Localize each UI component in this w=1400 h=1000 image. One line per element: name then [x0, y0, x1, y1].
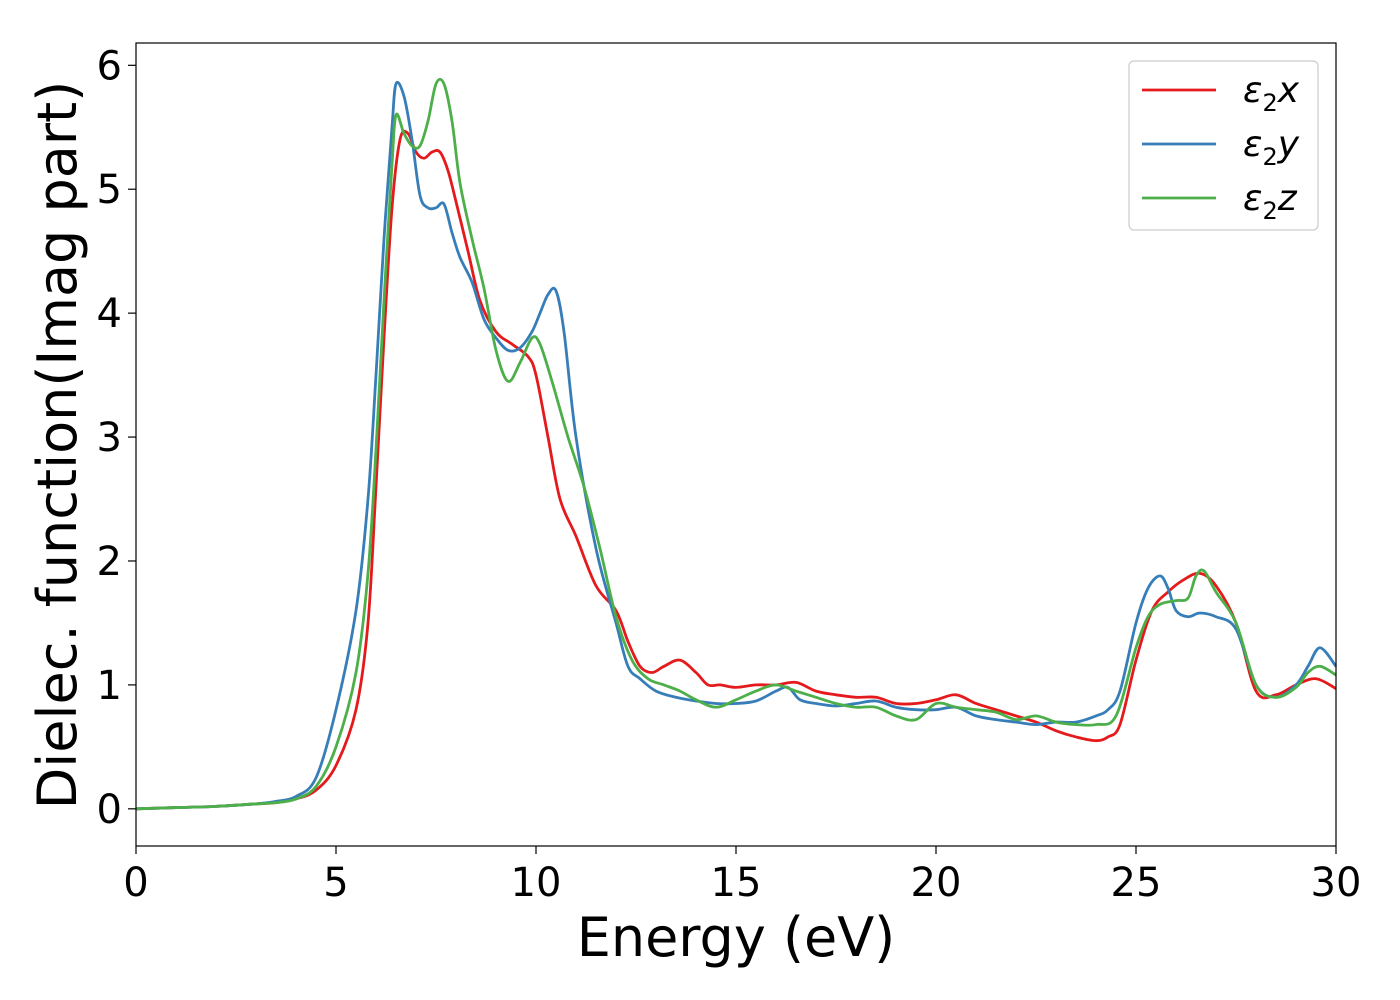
- legend-label: ε2z: [1243, 178, 1298, 225]
- x-axis-ticks: 0 5 10 15 20 25 30: [123, 846, 1361, 906]
- legend-box: [1128, 60, 1319, 231]
- y-tick-label: 6: [97, 43, 122, 89]
- x-tick-label: 30: [1311, 860, 1362, 906]
- y-tick-label: 2: [97, 539, 122, 585]
- x-tick-label: 10: [511, 860, 562, 906]
- series-line-z: [135, 77, 1337, 811]
- legend: ε2x ε2y ε2z: [1128, 60, 1319, 231]
- y-axis-title: Dielec. function(Imag part): [26, 81, 89, 810]
- series-line-y: [135, 80, 1338, 811]
- y-tick-label: 4: [97, 291, 122, 337]
- x-tick-label: 0: [123, 860, 148, 906]
- x-tick-label: 25: [1111, 860, 1162, 906]
- y-tick-label: 1: [97, 663, 122, 709]
- x-tick-label: 15: [711, 860, 762, 906]
- y-tick-label: 3: [97, 415, 122, 461]
- y-tick-label: 0: [97, 787, 122, 833]
- x-tick-label: 20: [911, 860, 962, 906]
- y-axis-ticks: 0 1 2 3 4 5 6: [97, 43, 136, 833]
- y-tick-label: 5: [97, 167, 122, 213]
- legend-label: ε2y: [1243, 124, 1300, 171]
- x-tick-label: 5: [323, 860, 348, 906]
- x-axis-title: Energy (eV): [577, 906, 896, 969]
- series-layer: [135, 77, 1338, 811]
- series-line-x: [135, 129, 1337, 811]
- legend-label: ε2x: [1243, 70, 1300, 117]
